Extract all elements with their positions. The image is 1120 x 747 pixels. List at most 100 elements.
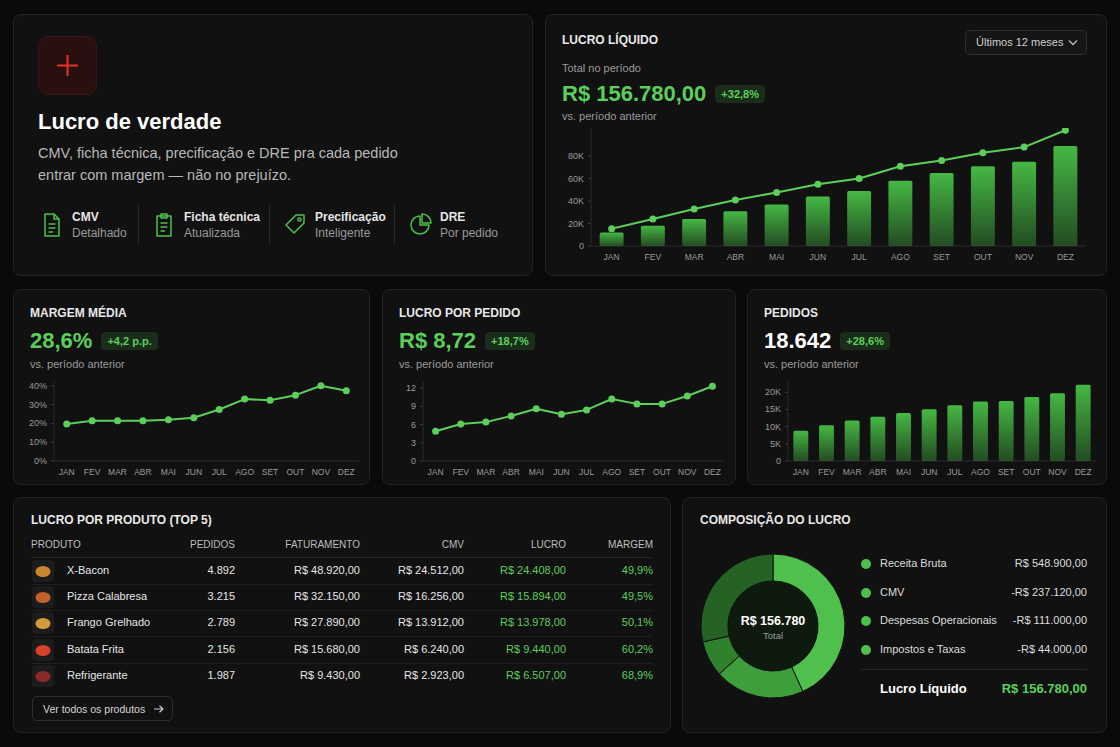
y-tick <box>785 443 788 444</box>
kpi-row: R$ 156.780,00+32,8% <box>562 80 765 108</box>
kpi-change: +4,2 p.p. <box>101 332 157 350</box>
bar <box>845 420 860 461</box>
table-cell: 60,2% <box>622 643 653 655</box>
x-tick-label: OUT <box>1023 467 1041 477</box>
view-all-button[interactable]: Ver todos os produtos <box>32 696 173 721</box>
x-tick-label: DEZ <box>1075 467 1092 477</box>
icon-shape <box>36 618 51 629</box>
point <box>241 396 248 403</box>
hero-icon <box>38 36 97 95</box>
bar <box>600 233 624 246</box>
point <box>292 392 299 399</box>
y-tick-label: 9 <box>411 401 416 411</box>
table-cell: R$ 13.912,00 <box>398 616 464 628</box>
point <box>732 196 739 203</box>
table-cell: R$ 24.408,00 <box>500 564 566 576</box>
composition-label: Impostos e Taxas <box>880 643 965 655</box>
panel-title: LUCRO POR PEDIDO <box>399 306 520 320</box>
y-tick-label: 0 <box>411 456 416 466</box>
bar <box>682 219 706 246</box>
icon-shape <box>36 592 51 603</box>
feature-sublabel: Detalhado <box>72 226 127 240</box>
table-cell: 1.987 <box>207 669 235 681</box>
icon-stroke <box>411 214 431 234</box>
table-cell: R$ 9.440,00 <box>506 643 566 655</box>
x-tick-label: JUL <box>579 467 594 477</box>
bar <box>870 417 885 461</box>
y-tick <box>51 385 54 386</box>
x-tick-label: ABR <box>134 467 151 477</box>
y-tick <box>785 461 788 462</box>
orders-panel: PEDIDOS18.642+28,6%vs. período anterior0… <box>747 289 1107 485</box>
point <box>139 417 146 424</box>
x-tick-label: JUN <box>921 467 938 477</box>
y-tick-label: 0% <box>34 456 47 466</box>
kpi-value: R$ 8,72 <box>399 328 476 354</box>
x-tick-label: ABR <box>502 467 519 477</box>
x-tick-label: FEV <box>452 467 469 477</box>
plot-marks <box>432 383 716 435</box>
bar <box>896 413 911 461</box>
y-tick-label: 0 <box>579 241 584 251</box>
table-cell: 68,9% <box>622 669 653 681</box>
x-tick-label: JAN <box>604 252 620 262</box>
product-icon <box>32 639 54 661</box>
table-cell: 4.892 <box>207 564 235 576</box>
x-tick-label: MAR <box>108 467 127 477</box>
point <box>432 428 439 435</box>
feature-label: Ficha técnica <box>184 210 260 224</box>
y-tick <box>51 442 54 443</box>
table-cell: R$ 16.256,00 <box>398 590 464 602</box>
x-tick-label: MAR <box>685 252 704 262</box>
y-tick-label: 40% <box>29 381 47 391</box>
table-cell: 3.215 <box>207 590 235 602</box>
composition-value: -R$ 44.000,00 <box>1017 643 1087 655</box>
bar <box>1053 146 1077 246</box>
kpi-value: 28,6% <box>30 328 92 354</box>
chart-svg: 036912JANFEVMARABRMAIJUNJULAGOSETOUTNOVD… <box>383 290 737 486</box>
chart-svg: 05K10K15K20KJANFEVMARABRMAIJUNJULAGOSETO… <box>748 290 1108 486</box>
kpi-row: R$ 8,72 +18,7% <box>399 327 535 355</box>
x-tick-label: JUN <box>553 467 570 477</box>
x-tick-label: AGO <box>602 467 621 477</box>
y-tick <box>785 409 788 410</box>
point <box>1062 128 1069 134</box>
point <box>343 387 350 394</box>
y-tick-label: 5K <box>770 439 781 449</box>
period-dropdown[interactable]: Últimos 12 meses <box>965 30 1087 55</box>
table-cell: R$ 13.978,00 <box>500 616 566 628</box>
y-tick <box>785 392 788 393</box>
x-axis-line <box>788 461 1096 462</box>
y-tick-label: 15K <box>765 404 781 414</box>
point <box>938 157 945 164</box>
line <box>436 386 713 431</box>
point <box>216 406 223 413</box>
bar <box>1076 385 1091 461</box>
profit-per-order-panel: LUCRO POR PEDIDO R$ 8,72 +18,7% vs. período… <box>382 289 736 485</box>
bar <box>847 191 871 246</box>
kpi-comparison: vs. período anterior <box>399 358 494 370</box>
kpi-change: +18,7% <box>485 332 535 350</box>
x-tick-label: SET <box>933 252 950 262</box>
composition-value: -R$ 237.120,00 <box>1011 586 1087 598</box>
point <box>533 405 540 412</box>
point <box>583 406 590 413</box>
y-tick <box>588 156 591 157</box>
point <box>709 383 716 390</box>
column-header: PRODUTO <box>31 539 81 550</box>
column-header: FATURAMENTO <box>285 539 360 550</box>
kpi-caption: Total no período <box>562 62 641 74</box>
x-tick-label: MAI <box>769 252 784 262</box>
bar <box>922 409 937 461</box>
y-tick <box>420 406 423 407</box>
donut-center-label: R$ 156.780 <box>741 614 806 628</box>
y-axis-line <box>54 382 55 461</box>
table-cell: R$ 27.890,00 <box>294 616 360 628</box>
y-tick <box>51 404 54 405</box>
point <box>558 411 565 418</box>
x-tick-label: NOV <box>312 467 331 477</box>
bar <box>999 401 1014 461</box>
x-tick-label: MAI <box>161 467 176 477</box>
point <box>89 417 96 424</box>
y-tick-label: 20% <box>29 418 47 428</box>
